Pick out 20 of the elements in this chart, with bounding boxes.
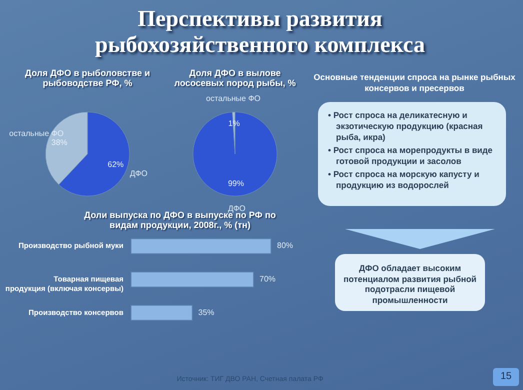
data-label: 99%: [228, 179, 244, 188]
text: ДФО обладает высоким потенциалом развития рыбной подотрасли пищевой промышленности: [342, 263, 478, 305]
chart-title: Доля ДФО в рыболовстве и рыбоводстве РФ, %: [24, 68, 152, 88]
text: Перспективы развития рыбохозяйственного комплекса: [94, 6, 426, 58]
text: • Рост спроса на морскую капусту и продукцию из водорослей: [328, 169, 480, 191]
chart-title: Доля ДФО в вылове лососевых пород рыбы, %: [173, 68, 297, 88]
text: Основные тенденции спроса на рынке рыбных консервов и пресервов: [312, 72, 516, 94]
data-label: 38%: [51, 138, 68, 147]
data-label: 70%: [260, 274, 276, 284]
pie-slice: [192, 112, 278, 196]
text: 15: [493, 368, 519, 386]
slice-label: остальные ФО: [206, 94, 260, 104]
slice-label: остальные ФО: [9, 128, 64, 138]
slice-label: ДФО: [130, 169, 148, 178]
slice-label: ДФО: [228, 204, 246, 213]
data-label: 62%: [108, 160, 124, 170]
text: • Рост спроса на деликатесную и экзотическую продукцию (красная рыба, икра): [328, 110, 484, 143]
text: • Рост спроса на морепродукты в виде готовой продукции и засолов: [328, 145, 494, 167]
data-label: 35%: [198, 308, 214, 317]
data-label: 80%: [277, 241, 294, 250]
